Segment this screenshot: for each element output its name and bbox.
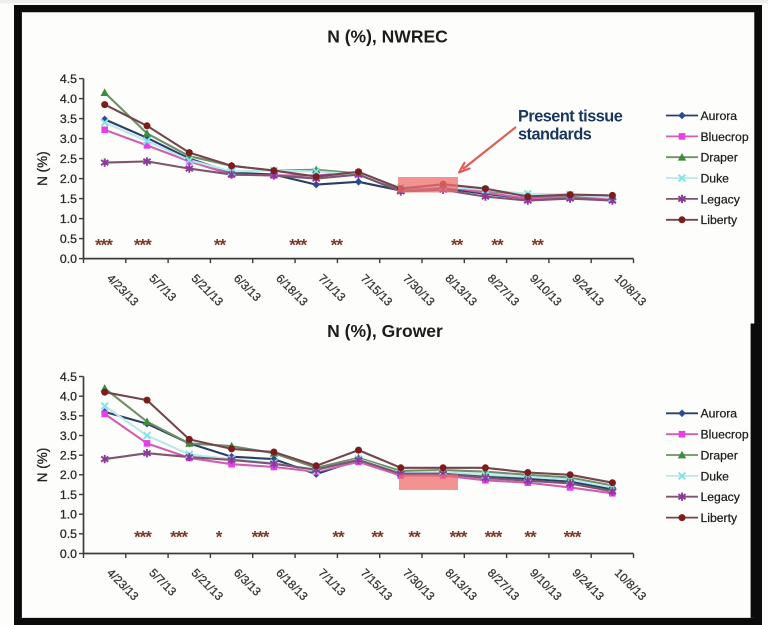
svg-text:Present tissue: Present tissue <box>518 108 623 126</box>
svg-text:N (%), Grower: N (%), Grower <box>327 321 443 341</box>
svg-text:2.5: 2.5 <box>60 449 77 463</box>
svg-text:***: *** <box>134 236 152 255</box>
svg-text:2.0: 2.0 <box>60 468 77 482</box>
svg-text:1.5: 1.5 <box>60 488 77 502</box>
svg-text:2.0: 2.0 <box>60 172 77 186</box>
svg-text:N (%): N (%) <box>35 448 50 483</box>
svg-text:Duke: Duke <box>701 172 730 186</box>
svg-text:Liberty: Liberty <box>701 213 738 227</box>
svg-text:***: *** <box>95 236 113 255</box>
svg-text:Draper: Draper <box>701 151 738 165</box>
svg-text:**: ** <box>532 236 545 255</box>
svg-text:**: ** <box>332 528 345 547</box>
svg-text:***: *** <box>134 528 152 547</box>
svg-text:Legacy: Legacy <box>701 192 741 206</box>
svg-text:***: *** <box>564 528 582 547</box>
svg-text:Draper: Draper <box>701 448 738 462</box>
svg-text:3.5: 3.5 <box>60 112 77 126</box>
svg-text:Bluecrop: Bluecrop <box>701 428 749 442</box>
svg-text:0.0: 0.0 <box>60 547 77 561</box>
svg-text:***: *** <box>485 528 503 547</box>
svg-text:4.0: 4.0 <box>60 92 77 106</box>
svg-text:**: ** <box>491 236 504 255</box>
svg-text:Liberty: Liberty <box>701 511 738 525</box>
svg-text:**: ** <box>371 528 384 547</box>
svg-text:standards: standards <box>518 126 592 144</box>
svg-text:**: ** <box>331 236 344 255</box>
svg-text:1.5: 1.5 <box>60 192 77 206</box>
svg-text:0.0: 0.0 <box>60 252 77 266</box>
svg-text:*: * <box>216 528 223 547</box>
svg-text:1.0: 1.0 <box>60 212 77 226</box>
svg-text:3.5: 3.5 <box>60 409 77 423</box>
svg-text:***: *** <box>252 528 270 547</box>
svg-text:**: ** <box>214 236 227 255</box>
svg-text:Aurora: Aurora <box>701 407 738 421</box>
svg-text:N (%), NWREC: N (%), NWREC <box>327 26 448 46</box>
svg-text:***: *** <box>450 528 468 547</box>
svg-text:***: *** <box>289 236 307 255</box>
svg-text:N (%): N (%) <box>35 151 50 186</box>
svg-text:4.0: 4.0 <box>60 390 77 404</box>
svg-text:Duke: Duke <box>701 469 730 483</box>
svg-text:1.0: 1.0 <box>60 508 77 522</box>
svg-text:Bluecrop: Bluecrop <box>701 130 749 144</box>
svg-text:**: ** <box>451 236 464 255</box>
svg-text:2.5: 2.5 <box>60 152 77 166</box>
svg-text:0.5: 0.5 <box>60 232 77 246</box>
svg-text:3.0: 3.0 <box>60 132 77 146</box>
svg-text:Legacy: Legacy <box>701 490 741 504</box>
svg-text:**: ** <box>524 528 537 547</box>
svg-text:3.0: 3.0 <box>60 429 77 443</box>
svg-text:0.5: 0.5 <box>60 527 77 541</box>
svg-text:**: ** <box>408 528 421 547</box>
svg-text:Aurora: Aurora <box>701 109 738 123</box>
svg-text:4.5: 4.5 <box>60 72 77 86</box>
svg-text:***: *** <box>170 528 188 547</box>
svg-text:4.5: 4.5 <box>60 370 77 384</box>
